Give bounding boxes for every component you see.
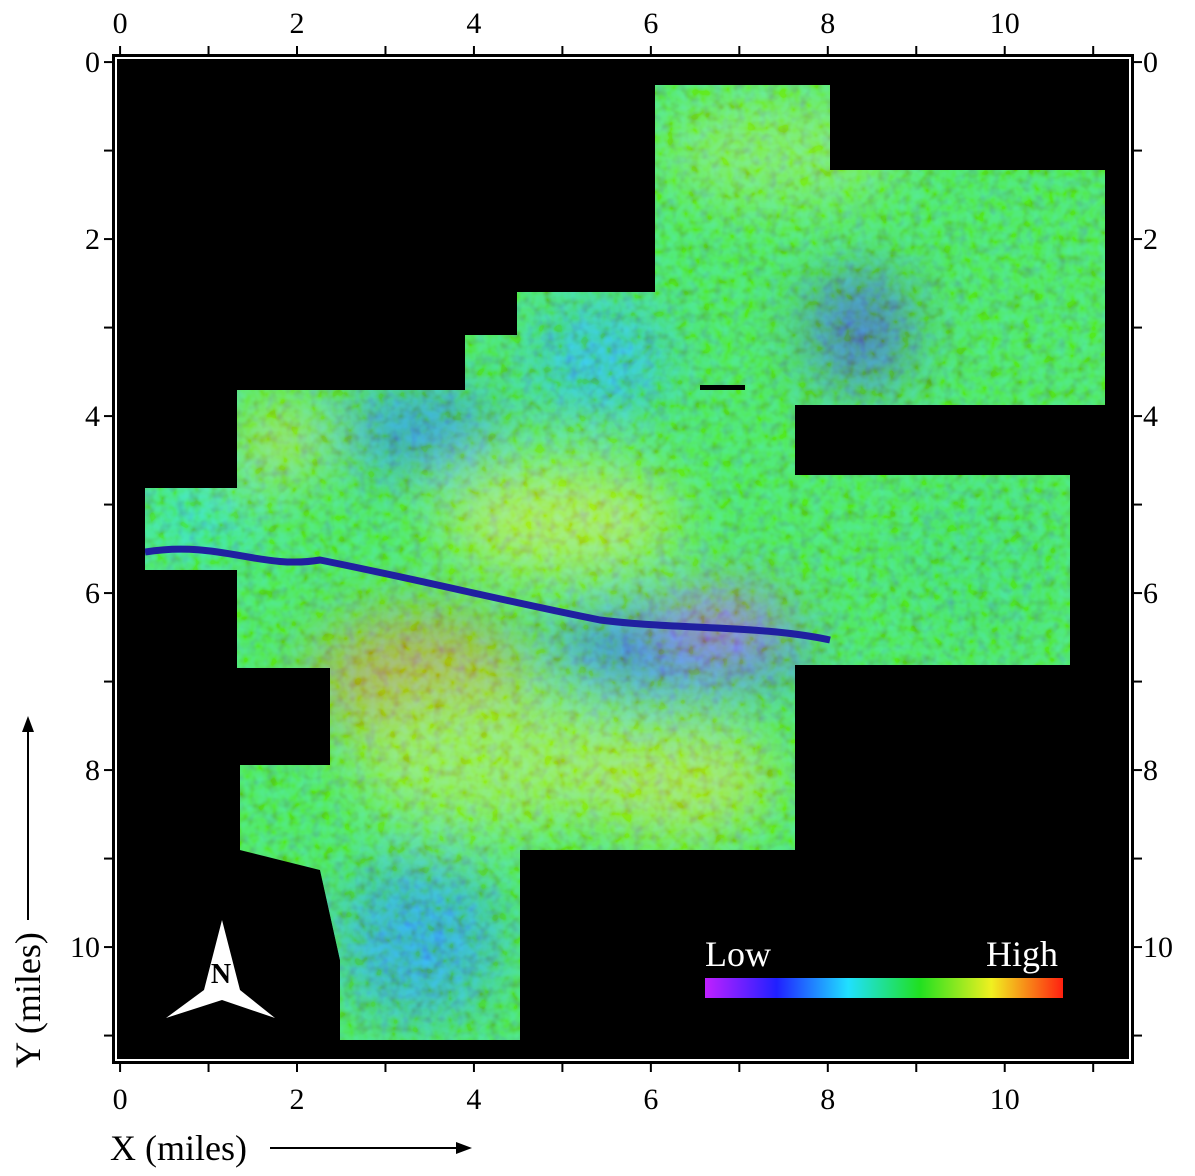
page: Low High N X (miles) Y (miles) 002244668… — [0, 0, 1195, 1176]
colorbar — [705, 978, 1063, 998]
y-tick-label: 0 — [85, 46, 100, 79]
y-tick-label: 4 — [1143, 400, 1158, 433]
x-tick-label: 0 — [113, 1083, 128, 1116]
x-axis-label: X (miles) — [110, 1128, 247, 1168]
y-tick-label: 2 — [85, 223, 100, 256]
x-tick-label: 2 — [290, 7, 305, 40]
y-tick-label: 2 — [1143, 223, 1158, 256]
x-tick-label: 6 — [643, 7, 658, 40]
x-arrow-head — [456, 1142, 472, 1154]
x-tick-label: 8 — [820, 1083, 835, 1116]
chart: Low High N X (miles) Y (miles) 002244668… — [0, 0, 1195, 1171]
x-tick-label: 10 — [990, 1083, 1020, 1116]
x-tick-label: 4 — [466, 7, 481, 40]
y-tick-label: 0 — [1143, 46, 1158, 79]
y-tick-label: 10 — [1143, 931, 1173, 964]
x-tick-label: 10 — [990, 7, 1020, 40]
y-arrow-head — [22, 716, 34, 732]
x-tick-label: 2 — [290, 1083, 305, 1116]
y-axis-label: Y (miles) — [8, 932, 48, 1068]
colorbar-low: Low — [705, 934, 771, 974]
x-tick-label: 6 — [643, 1083, 658, 1116]
north-label: N — [211, 959, 231, 990]
x-tick-label: 0 — [113, 7, 128, 40]
y-tick-label: 6 — [1143, 577, 1158, 610]
y-tick-label: 10 — [70, 931, 100, 964]
x-tick-label: 8 — [820, 7, 835, 40]
y-tick-label: 4 — [85, 400, 100, 433]
y-tick-label: 6 — [85, 577, 100, 610]
x-tick-label: 4 — [466, 1083, 481, 1116]
y-tick-label: 8 — [1143, 754, 1158, 787]
colorbar-high: High — [986, 934, 1058, 974]
y-tick-label: 8 — [85, 754, 100, 787]
